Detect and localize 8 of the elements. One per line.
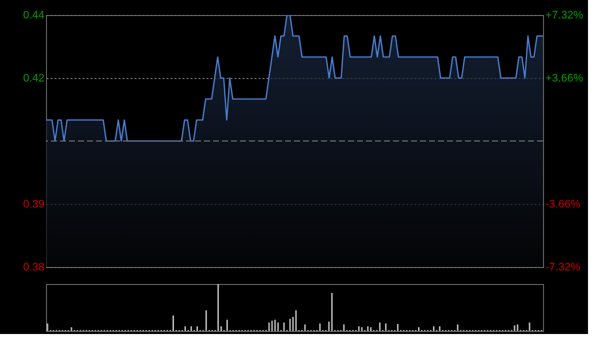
y2-tick-label: -3.66% [546, 198, 581, 210]
y-tick-label: 0.42 [23, 72, 44, 84]
y-tick-label: 0.38 [23, 262, 44, 274]
y2-tick-label: -7.32% [546, 262, 581, 274]
y-tick-label: 0.44 [23, 10, 44, 22]
y2-tick-label: +7.32% [546, 10, 584, 22]
y2-tick-label: +3.66% [546, 72, 584, 84]
y-tick-label: 0.39 [23, 198, 44, 210]
